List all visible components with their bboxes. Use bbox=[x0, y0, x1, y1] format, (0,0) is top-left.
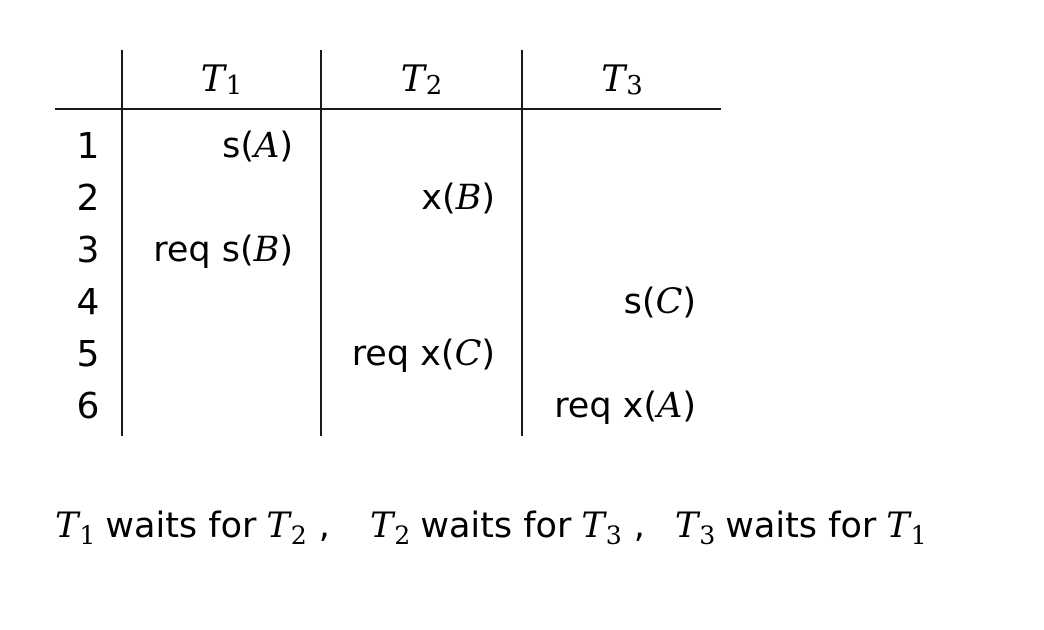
column-divider bbox=[320, 50, 322, 436]
row-step-number: 2 bbox=[76, 177, 100, 219]
row-step-number: 4 bbox=[76, 281, 100, 323]
lock-op-cell: req x(C) bbox=[351, 334, 495, 374]
lock-op-cell: req x(A) bbox=[554, 386, 696, 426]
column-divider bbox=[121, 50, 123, 436]
column-divider bbox=[521, 50, 523, 436]
lock-op-cell: s(A) bbox=[222, 126, 293, 166]
row-step-number: 5 bbox=[76, 333, 100, 375]
lock-op-cell: req s(B) bbox=[153, 230, 293, 270]
lock-op-cell: s(C) bbox=[623, 282, 696, 322]
row-step-number: 3 bbox=[76, 229, 100, 271]
row-step-number: 1 bbox=[76, 125, 100, 167]
lock-op-cell: x(B) bbox=[421, 178, 495, 218]
header-divider bbox=[55, 108, 721, 110]
row-step-number: 6 bbox=[76, 385, 100, 427]
